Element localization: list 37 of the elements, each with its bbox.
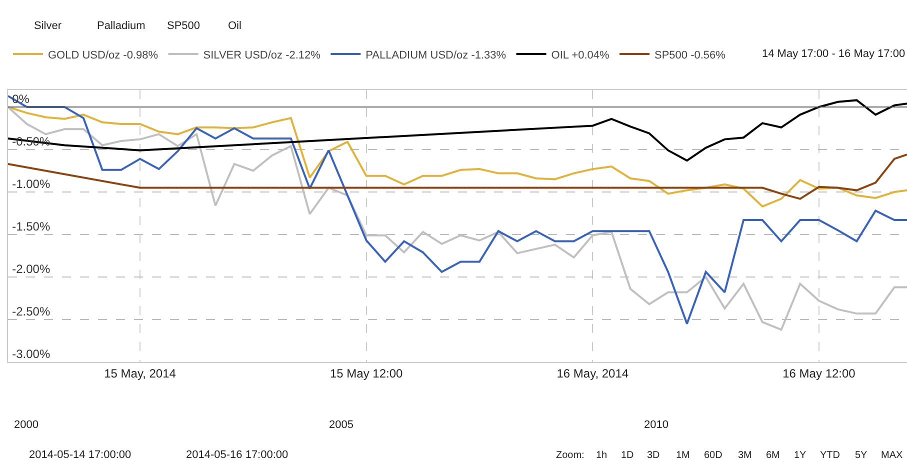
- text: YTD: [820, 450, 840, 461]
- x-tick-label: 16 May, 2014: [556, 366, 629, 380]
- legend-label: PALLADIUM USD/oz -1.33%: [366, 49, 506, 62]
- legend-label: OIL +0.04%: [551, 49, 610, 62]
- y-tick-label: -1.00%: [12, 176, 50, 191]
- legend-label: GOLD USD/oz -0.98%: [48, 49, 158, 62]
- x-tick-label: 15 May, 2014: [104, 366, 176, 380]
- text: Palladium: [97, 20, 146, 32]
- text: 1M: [676, 450, 690, 461]
- legend-label: SP500 -0.56%: [654, 49, 726, 62]
- text: 1Y: [794, 450, 807, 461]
- legend-label: SILVER USD/oz -2.12%: [203, 49, 321, 62]
- chart-subtitle: 14 May 17:00 - 16 May 17:00: [762, 48, 906, 60]
- text: 2000: [14, 419, 38, 431]
- text: 1D: [621, 450, 634, 461]
- text: MAX: [881, 450, 903, 461]
- text: Oil: [228, 20, 242, 32]
- text: Silver: [34, 20, 62, 32]
- text: 3D: [647, 450, 660, 461]
- text: 60D: [704, 450, 722, 461]
- x-tick-label: 16 May 12:00: [782, 366, 856, 380]
- y-tick-label: -1.50%: [12, 219, 50, 234]
- x-tick-label: 15 May 12:00: [330, 366, 404, 380]
- text: 2010: [644, 419, 668, 431]
- text: Zoom:: [556, 450, 584, 461]
- text: 2014-05-14 17:00:00: [29, 449, 132, 461]
- y-tick-label: 0%: [12, 92, 30, 106]
- y-tick-label: -2.00%: [12, 262, 50, 276]
- text: 3M: [738, 450, 752, 461]
- text: 1h: [596, 450, 608, 461]
- text: SP500: [167, 20, 200, 32]
- y-tick-label: -2.50%: [12, 304, 50, 318]
- text: 2005: [329, 419, 354, 431]
- text: 2014-05-16 17:00:00: [186, 449, 288, 461]
- text: 6M: [766, 450, 780, 461]
- y-tick-label: -3.00%: [12, 346, 50, 361]
- text: 5Y: [855, 450, 868, 461]
